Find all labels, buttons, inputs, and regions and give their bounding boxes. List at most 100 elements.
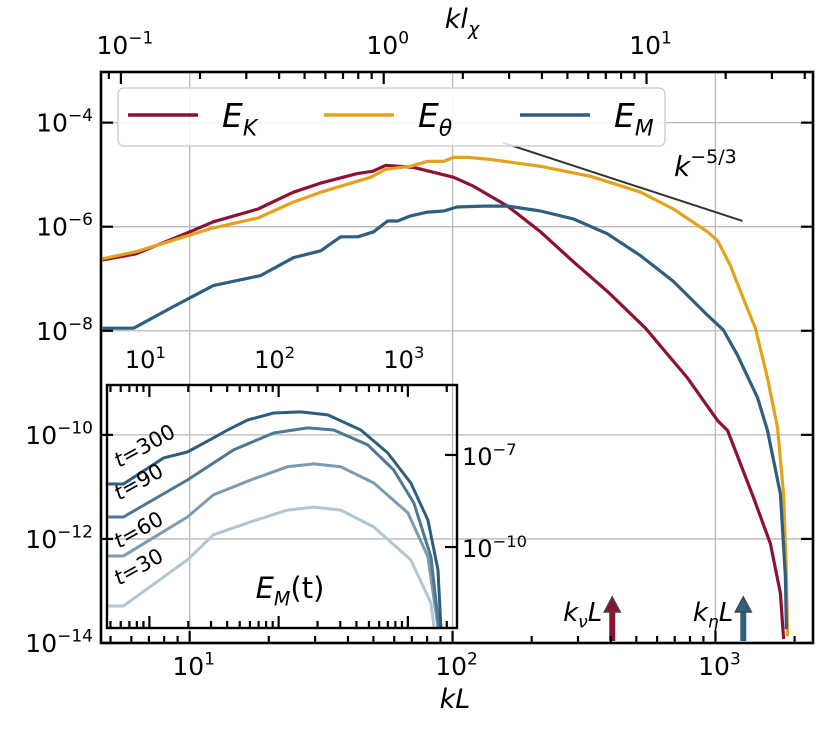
top-tick-label: 10−1 xyxy=(96,29,153,61)
text-part: M xyxy=(635,116,654,141)
text-part: 10 xyxy=(629,31,661,60)
text-part: M xyxy=(274,587,291,610)
text-part: E xyxy=(256,571,275,605)
main-axes-frame xyxy=(99,70,815,645)
y-tick-label: 10−10 xyxy=(25,418,93,450)
text-part: k xyxy=(674,150,692,183)
text-part: 10 xyxy=(25,421,57,450)
text-part: ν xyxy=(578,613,588,633)
text-part: −6 xyxy=(68,210,93,230)
text-part: 2 xyxy=(285,343,295,362)
text-part: 10 xyxy=(383,346,414,374)
text-part: −12 xyxy=(57,522,93,542)
text-part: 1 xyxy=(204,650,215,670)
text-part: E xyxy=(418,96,439,135)
text-part: 3 xyxy=(730,650,741,670)
series-line-M xyxy=(102,204,788,630)
inset-y-tick-label: 10−10 xyxy=(462,532,527,563)
text-part: 1 xyxy=(155,343,165,362)
legend-label: EM xyxy=(614,96,654,141)
text-part: −8 xyxy=(68,314,93,334)
text-part: 10 xyxy=(36,213,68,242)
text-part: 10 xyxy=(25,629,57,658)
legend: EK Eθ EM xyxy=(117,87,666,147)
text-part: χ xyxy=(467,18,480,40)
inset-y-tick-label: 10−7 xyxy=(462,440,517,471)
text-part: 10 xyxy=(36,109,68,138)
x-tick-label: 102 xyxy=(435,650,478,682)
legend-label: Eθ xyxy=(418,96,452,141)
text-part: =60 xyxy=(117,507,167,549)
inset-series-line xyxy=(108,426,441,628)
legend-label: EK xyxy=(222,96,259,141)
text-part: 10 xyxy=(435,652,467,681)
scale-arrow-label: kηL xyxy=(693,598,733,633)
text-part: 10 xyxy=(462,443,493,471)
x-tick-label: 101 xyxy=(172,650,215,682)
series-line-θ xyxy=(102,155,790,637)
text-part: 3 xyxy=(414,343,424,362)
text-part: L xyxy=(719,598,734,628)
inset-series-line xyxy=(108,505,436,628)
text-part: −5/3 xyxy=(690,146,737,168)
x-axis-label: kL xyxy=(440,684,471,715)
text-part: 10 xyxy=(96,31,128,60)
text-part: η xyxy=(708,613,719,633)
text-part: L xyxy=(588,598,603,628)
y-tick-label: 10−8 xyxy=(36,314,93,346)
inset-series-line xyxy=(108,410,443,627)
text-part: (t) xyxy=(290,571,324,605)
series-line-K xyxy=(102,163,786,640)
top-tick-label: 101 xyxy=(629,29,672,61)
y-tick-label: 10−14 xyxy=(25,627,93,659)
y-tick-label: 10−12 xyxy=(25,522,93,554)
text-part: 10 xyxy=(698,652,730,681)
main-series xyxy=(102,155,790,640)
text-part: 10 xyxy=(25,525,57,554)
text-part: 10 xyxy=(172,652,204,681)
inset-time-label: t=30 xyxy=(110,544,168,590)
scale-arrow-label: kνL xyxy=(563,598,602,633)
inset-x-tick-label: 101 xyxy=(125,343,166,374)
text-part: −1 xyxy=(128,29,153,49)
top-tick-label: 100 xyxy=(366,29,409,61)
legend-box xyxy=(117,87,666,147)
text-part: −7 xyxy=(493,440,517,459)
text-part: −14 xyxy=(57,627,93,647)
inset-frame xyxy=(105,383,459,630)
text-part: 10 xyxy=(366,31,398,60)
inset-series-line xyxy=(108,462,440,628)
text-part: E xyxy=(222,96,243,135)
text-part: 10 xyxy=(36,317,68,346)
inset-title: EM(t) xyxy=(256,571,325,610)
text-part: 10 xyxy=(254,346,285,374)
text-part: −10 xyxy=(493,532,527,551)
text-part: E xyxy=(614,96,635,135)
text-part: K xyxy=(243,116,259,141)
power-law-label: k−5/3 xyxy=(674,146,737,183)
text-part: 0 xyxy=(398,29,409,49)
top-axis-label: klχ xyxy=(445,4,480,40)
inset-x-tick-label: 103 xyxy=(383,343,424,374)
x-tick-label: 103 xyxy=(698,650,741,682)
text-part: =300 xyxy=(117,419,179,468)
text-part: 2 xyxy=(467,650,478,670)
power-law-reference-line xyxy=(502,141,743,222)
text-part: −4 xyxy=(68,106,93,126)
text-part: −10 xyxy=(57,418,93,438)
y-tick-label: 10−6 xyxy=(36,210,93,242)
scale-arrow-head xyxy=(734,595,753,613)
text-part: θ xyxy=(439,116,452,141)
inset-x-tick-label: 102 xyxy=(254,343,295,374)
text-part: 10 xyxy=(462,535,493,563)
text-part: k xyxy=(693,598,709,628)
text-part: kl xyxy=(445,4,469,35)
text-part: k xyxy=(563,598,579,628)
y-tick-label: 10−4 xyxy=(36,106,93,138)
text-part: 1 xyxy=(661,29,672,49)
scale-arrow-head xyxy=(603,595,622,613)
